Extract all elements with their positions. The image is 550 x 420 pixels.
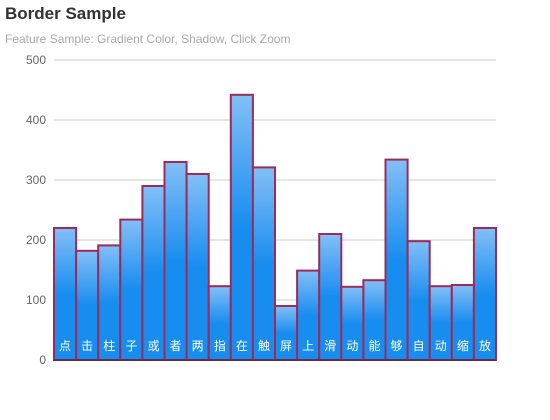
y-tick-label: 500 [26, 53, 46, 67]
y-tick-label: 300 [26, 173, 46, 187]
bar[interactable] [251, 166, 276, 361]
category-label: 动 [435, 339, 447, 353]
category-label: 能 [368, 339, 380, 353]
category-label: 自 [413, 339, 425, 353]
category-label: 放 [479, 338, 491, 353]
category-label: 击 [81, 339, 93, 353]
y-tick-label: 400 [26, 113, 46, 127]
category-label: 者 [170, 339, 182, 353]
category-label: 够 [391, 339, 403, 353]
category-label: 指 [214, 338, 226, 353]
bar[interactable] [141, 185, 166, 361]
bar[interactable] [163, 161, 188, 361]
category-label: 缩 [457, 338, 469, 353]
category-label: 上 [302, 339, 314, 353]
bar[interactable] [384, 158, 409, 361]
category-label: 子 [125, 339, 137, 353]
category-label: 屏 [280, 339, 292, 353]
y-axis-ticks: 0 100 200 300 400 500 [26, 53, 46, 367]
bars[interactable] [53, 93, 497, 362]
category-label: 柱 [103, 338, 115, 353]
y-tick-label: 200 [26, 233, 46, 247]
y-tick-label: 100 [26, 293, 46, 307]
category-label: 在 [236, 339, 248, 353]
category-label: 点 [59, 339, 71, 353]
bar[interactable] [229, 93, 254, 362]
category-label: 滑 [324, 339, 336, 353]
category-label: 或 [147, 339, 159, 353]
bar[interactable] [185, 173, 210, 361]
category-label: 两 [192, 339, 204, 353]
category-label: 触 [258, 339, 270, 353]
category-labels: 点击柱子或者两指在触屏上滑动能够自动缩放 [59, 338, 491, 353]
chart-subtitle: Feature Sample: Gradient Color, Shadow, … [5, 32, 291, 46]
chart-title: Border Sample [5, 4, 126, 23]
category-label: 动 [346, 339, 358, 353]
y-tick-label: 0 [39, 353, 46, 367]
